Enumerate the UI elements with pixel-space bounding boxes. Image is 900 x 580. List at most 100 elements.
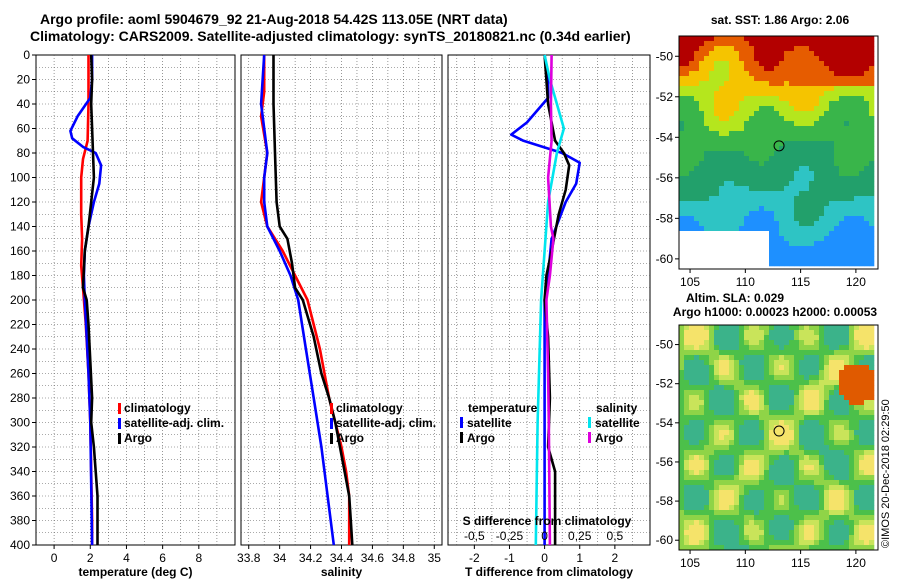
sst-map-cell bbox=[859, 106, 865, 112]
sla-map-cell bbox=[719, 435, 725, 441]
sst-map-cell bbox=[764, 221, 770, 227]
sla-map-cell bbox=[759, 370, 765, 376]
sla-map-cell bbox=[824, 505, 830, 511]
sla-map-cell bbox=[824, 485, 830, 491]
sla-map-cell bbox=[859, 445, 865, 451]
sla-map-cell bbox=[724, 365, 730, 371]
sla-map-cell bbox=[729, 515, 735, 521]
sst-map-cell bbox=[864, 36, 870, 42]
sst-map-cell bbox=[819, 206, 825, 212]
legend-diff-salinity-title: salinity bbox=[596, 401, 638, 415]
sla-map-cell bbox=[809, 460, 815, 466]
sst-map-cell bbox=[789, 121, 795, 127]
sla-map-cell bbox=[684, 535, 690, 541]
sst-map-cell bbox=[689, 156, 695, 162]
sla-map-cell bbox=[769, 420, 775, 426]
sla-map-cell bbox=[854, 430, 860, 436]
sst-map-cell bbox=[709, 216, 715, 222]
sst-map-cell bbox=[719, 146, 725, 152]
sst-map-cell bbox=[799, 186, 805, 192]
sst-map-cell bbox=[714, 176, 720, 182]
sla-map-cell bbox=[749, 440, 755, 446]
sst-map-cell bbox=[869, 161, 875, 167]
sla-map-cell bbox=[749, 345, 755, 351]
sst-map-cell bbox=[789, 126, 795, 132]
sla-map-cell bbox=[794, 410, 800, 416]
sst-map-cell bbox=[729, 81, 735, 87]
sst-map-cell bbox=[694, 221, 700, 227]
sst-map-cell bbox=[769, 241, 775, 247]
sst-map-cell bbox=[709, 156, 715, 162]
sst-map-cell bbox=[779, 56, 785, 62]
sla-map-cell bbox=[684, 425, 690, 431]
sst-map-cell bbox=[854, 66, 860, 72]
sst-map-cell bbox=[679, 41, 685, 47]
sst-map-cell bbox=[819, 211, 825, 217]
sst-map-cell bbox=[814, 41, 820, 47]
sst-map-cell bbox=[854, 236, 860, 242]
sst-map-cell bbox=[839, 161, 845, 167]
sst-map-cell bbox=[824, 81, 830, 87]
sla-map-cell bbox=[774, 365, 780, 371]
sst-map-cell bbox=[799, 246, 805, 252]
sst-map-cell bbox=[754, 116, 760, 122]
sst-map-cell bbox=[839, 116, 845, 122]
sst-map-cell bbox=[714, 76, 720, 82]
sla-map-cell bbox=[804, 400, 810, 406]
sst-map-cell bbox=[829, 211, 835, 217]
sst-map-cell bbox=[804, 241, 810, 247]
sst-map-cell bbox=[704, 101, 710, 107]
sla-map-cell bbox=[844, 485, 850, 491]
sst-map-cell bbox=[729, 106, 735, 112]
sla-map-cell bbox=[749, 445, 755, 451]
sla-map-cell bbox=[839, 360, 845, 366]
sst-map-cell bbox=[709, 106, 715, 112]
sst-map-cell bbox=[714, 231, 720, 237]
sst-map-cell bbox=[819, 41, 825, 47]
sla-map-cell bbox=[799, 385, 805, 391]
sla-map-cell bbox=[779, 540, 785, 546]
sla-map-cell bbox=[704, 355, 710, 361]
sst-map-cell bbox=[869, 101, 875, 107]
sla-map-cell bbox=[714, 330, 720, 336]
sla-map-cell bbox=[719, 465, 725, 471]
sla-map-cell bbox=[749, 415, 755, 421]
sst-map-cell bbox=[844, 131, 850, 137]
sla-map-cell bbox=[854, 520, 860, 526]
sst-map-cell bbox=[729, 186, 735, 192]
sst-map-cell bbox=[769, 256, 775, 262]
sla-map-cell bbox=[774, 485, 780, 491]
sst-map-cell bbox=[734, 181, 740, 187]
sst-map-cell bbox=[769, 236, 775, 242]
sst-map-cell bbox=[699, 186, 705, 192]
sst-map-cell bbox=[679, 241, 685, 247]
sla-map-cell bbox=[704, 530, 710, 536]
sst-map-cell bbox=[704, 91, 710, 97]
sla-map-cell bbox=[764, 405, 770, 411]
sla-map-cell bbox=[764, 540, 770, 546]
sla-map-cell bbox=[769, 350, 775, 356]
sla-map-cell bbox=[804, 345, 810, 351]
sla-map-cell bbox=[814, 545, 820, 551]
sla-map-cell bbox=[809, 445, 815, 451]
sla-map-cell bbox=[764, 525, 770, 531]
series-line-s-satellite bbox=[534, 54, 566, 546]
sst-map-cell bbox=[834, 136, 840, 142]
sst-map-cell bbox=[809, 221, 815, 227]
sla-map-cell bbox=[779, 410, 785, 416]
sla-map-cell bbox=[859, 405, 865, 411]
sla-map-cell bbox=[794, 465, 800, 471]
sla-map-cell bbox=[809, 435, 815, 441]
sla-map-cell bbox=[804, 425, 810, 431]
sst-map-cell bbox=[854, 156, 860, 162]
sla-map-cell bbox=[774, 335, 780, 341]
sla-map-cell bbox=[744, 500, 750, 506]
legend-temperature-swatch bbox=[118, 418, 121, 429]
sla-map-cell bbox=[799, 365, 805, 371]
sst-map-cell bbox=[809, 226, 815, 232]
sla-map-cell bbox=[849, 475, 855, 481]
sla-map-cell bbox=[694, 330, 700, 336]
sst-map-cell bbox=[709, 231, 715, 237]
sst-map-cell bbox=[699, 71, 705, 77]
sst-map-cell bbox=[694, 146, 700, 152]
